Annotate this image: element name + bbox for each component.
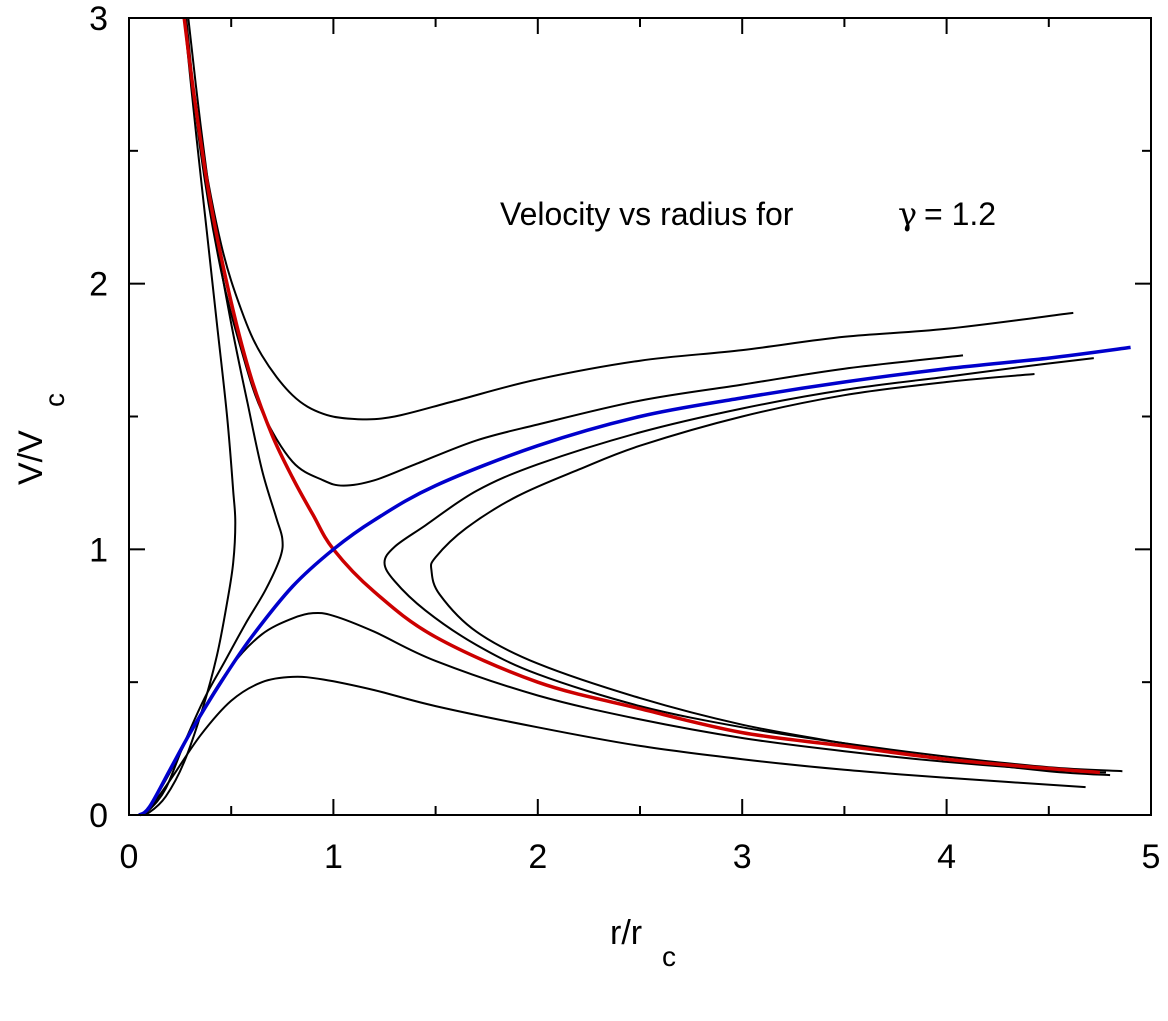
y-tick-label: 2 bbox=[89, 266, 108, 304]
series-line-1 bbox=[138, 17, 237, 816]
x-tick-label: 3 bbox=[733, 838, 752, 876]
y-axis-label-sub: c bbox=[39, 393, 70, 407]
y-axis-label-main: V/V bbox=[12, 430, 50, 485]
y-tick-label: 1 bbox=[89, 531, 108, 569]
series-line-8 bbox=[429, 373, 1111, 777]
x-tick-label: 5 bbox=[1142, 838, 1161, 876]
series-line-10 bbox=[138, 345, 1131, 817]
series-line-6 bbox=[138, 675, 1086, 816]
x-axis-label-main: r/r bbox=[610, 914, 642, 952]
series-line-9 bbox=[182, 17, 1101, 775]
axis-ticks bbox=[128, 17, 1152, 816]
series-line-4 bbox=[185, 17, 964, 487]
series-line-7 bbox=[383, 357, 1123, 773]
x-axis-label-sub: c bbox=[662, 941, 676, 972]
chart-annotation: Velocity vs radius for γ = 1.2 bbox=[500, 195, 996, 233]
series-lines bbox=[138, 17, 1131, 817]
series-line-5 bbox=[138, 611, 1107, 816]
y-tick-label: 3 bbox=[89, 0, 108, 38]
x-axis-label: r/r c bbox=[610, 914, 676, 972]
x-tick-label: 2 bbox=[528, 838, 547, 876]
y-axis-label: V/V c bbox=[12, 393, 70, 485]
x-tick-label: 0 bbox=[120, 838, 139, 876]
x-tick-label: 1 bbox=[324, 838, 343, 876]
annotation-value: = 1.2 bbox=[924, 196, 996, 232]
annotation-text: Velocity vs radius for bbox=[500, 196, 794, 232]
series-line-3 bbox=[183, 17, 1074, 421]
x-tick-labels: 0 1 2 3 4 5 bbox=[120, 838, 1161, 876]
y-tick-labels: 0 1 2 3 bbox=[89, 0, 108, 835]
gamma-symbol: γ bbox=[898, 195, 917, 233]
y-tick-label: 0 bbox=[89, 797, 108, 835]
x-tick-label: 4 bbox=[937, 838, 956, 876]
